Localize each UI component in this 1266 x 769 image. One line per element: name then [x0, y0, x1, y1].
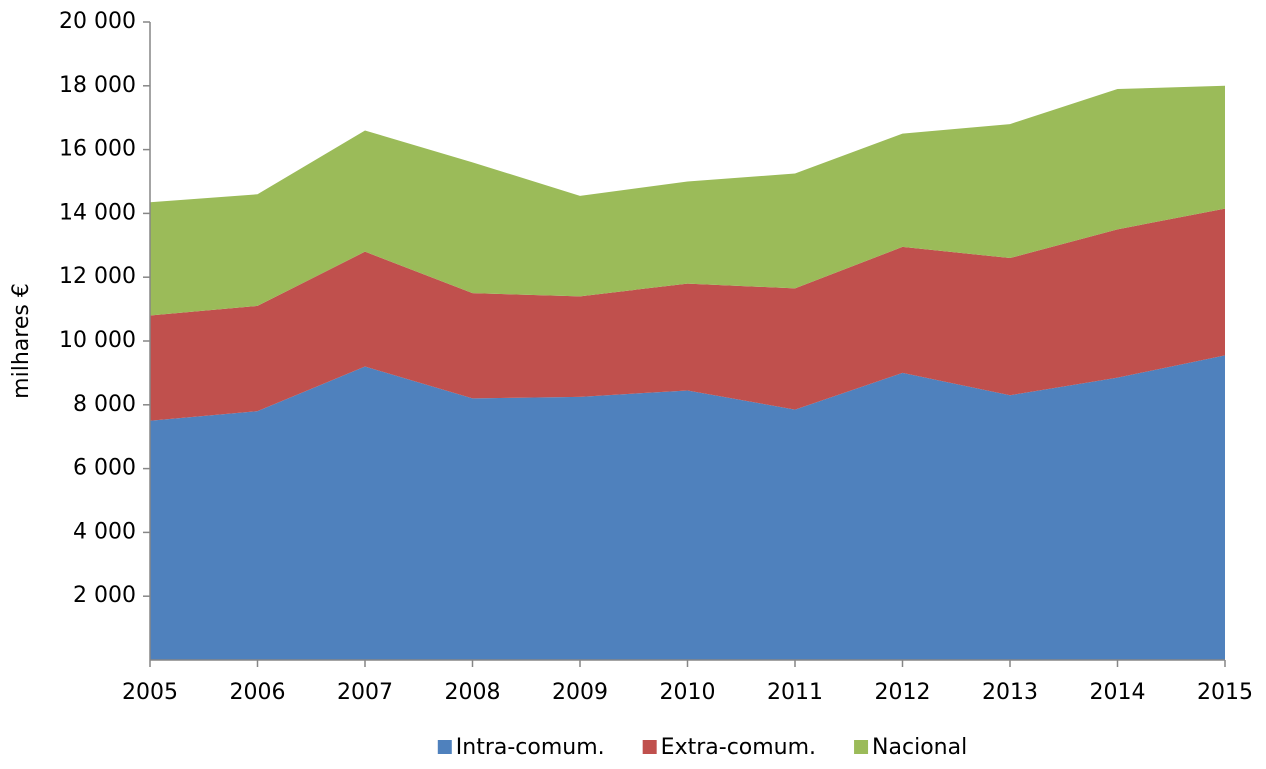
y-tick-label: 20 000 — [59, 9, 136, 34]
x-tick-label: 2008 — [445, 680, 501, 705]
x-tick-label: 2009 — [552, 680, 608, 705]
x-tick-label: 2006 — [230, 680, 286, 705]
x-tick-label: 2013 — [982, 680, 1038, 705]
legend-label: Extra-comum. — [661, 735, 816, 760]
x-tick-label: 2010 — [660, 680, 716, 705]
y-tick-label: 10 000 — [59, 328, 136, 353]
legend-swatch — [642, 740, 657, 754]
legend-swatch — [437, 740, 452, 754]
y-tick-label: 8 000 — [73, 392, 136, 417]
legend-label: Intra-comum. — [456, 735, 605, 760]
y-tick-label: 6 000 — [73, 456, 136, 481]
area — [150, 355, 1225, 660]
y-tick-label: 18 000 — [59, 73, 136, 98]
y-tick-label: 16 000 — [59, 137, 136, 162]
x-tick-label: 2011 — [767, 680, 823, 705]
y-tick-label: 2 000 — [73, 583, 136, 608]
x-tick-label: 2015 — [1197, 680, 1253, 705]
legend-label: Nacional — [872, 735, 967, 760]
y-tick-label: 14 000 — [59, 200, 136, 225]
area — [150, 85, 1225, 316]
y-tick-label: 12 000 — [59, 264, 136, 289]
x-tick-label: 2005 — [122, 680, 178, 705]
area — [150, 208, 1225, 421]
x-tick-label: 2012 — [875, 680, 931, 705]
x-tick-label: 2007 — [337, 680, 393, 705]
legend-swatch — [854, 740, 869, 754]
y-axis-label: milhares € — [9, 283, 34, 399]
legend: Intra-comum. Extra-comum. Nacional — [437, 735, 967, 760]
y-tick-label: 4 000 — [73, 519, 136, 544]
x-tick-label: 2014 — [1090, 680, 1146, 705]
